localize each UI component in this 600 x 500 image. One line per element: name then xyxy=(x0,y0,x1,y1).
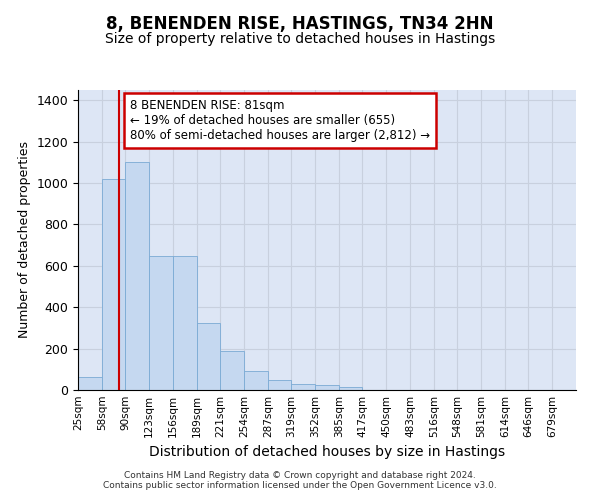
Bar xyxy=(125,162,149,390)
X-axis label: Distribution of detached houses by size in Hastings: Distribution of detached houses by size … xyxy=(149,446,505,460)
Text: 8, BENENDEN RISE, HASTINGS, TN34 2HN: 8, BENENDEN RISE, HASTINGS, TN34 2HN xyxy=(106,15,494,33)
Text: 8 BENENDEN RISE: 81sqm
← 19% of detached houses are smaller (655)
80% of semi-de: 8 BENENDEN RISE: 81sqm ← 19% of detached… xyxy=(130,99,430,142)
Bar xyxy=(315,385,339,390)
Y-axis label: Number of detached properties: Number of detached properties xyxy=(18,142,31,338)
Bar xyxy=(149,256,173,390)
Bar xyxy=(78,376,102,390)
Bar xyxy=(291,384,315,390)
Bar xyxy=(102,179,125,390)
Text: Contains HM Land Registry data © Crown copyright and database right 2024.
Contai: Contains HM Land Registry data © Crown c… xyxy=(103,470,497,490)
Bar xyxy=(339,387,362,390)
Bar xyxy=(244,372,268,390)
Bar xyxy=(220,350,244,390)
Bar xyxy=(197,323,220,390)
Bar xyxy=(173,256,197,390)
Bar xyxy=(268,380,291,390)
Text: Size of property relative to detached houses in Hastings: Size of property relative to detached ho… xyxy=(105,32,495,46)
